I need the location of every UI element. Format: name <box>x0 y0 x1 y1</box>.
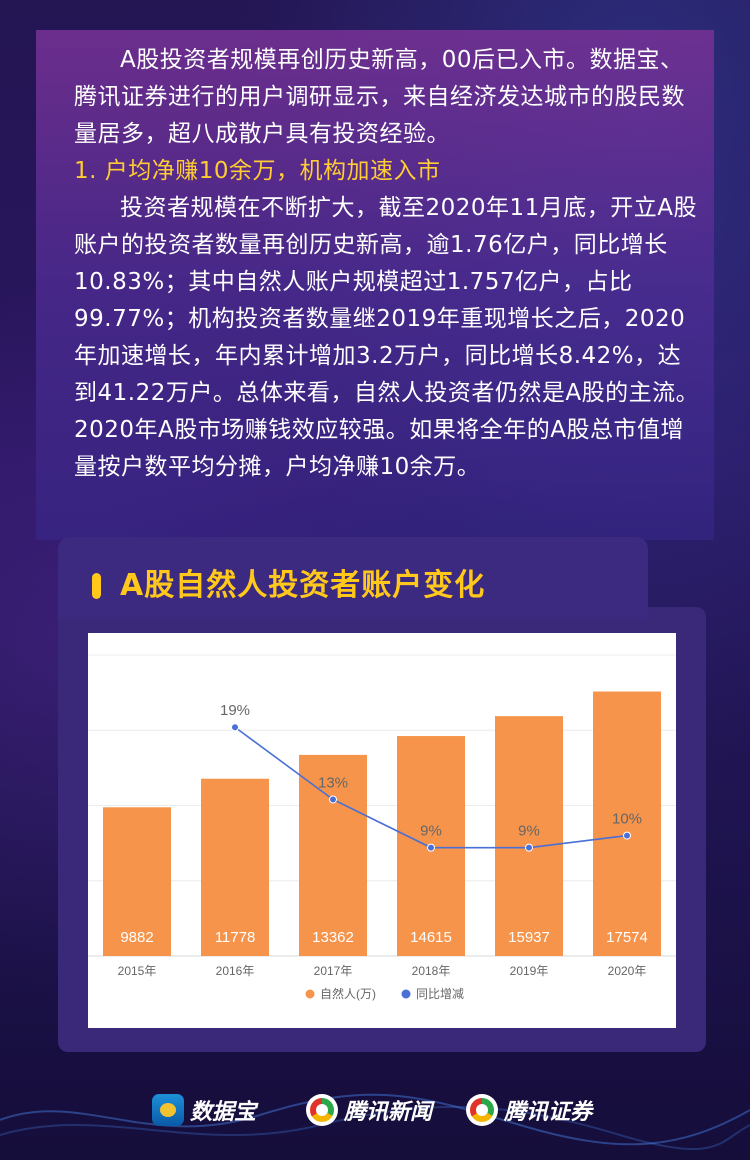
bar <box>593 691 661 956</box>
growth-point <box>427 843 435 852</box>
chart-svg: 9882 11778 13362 14615 15937 17574 2015年 2016年 2… <box>88 654 676 1001</box>
shujubao-logo-icon <box>152 1094 184 1126</box>
footer-wave <box>0 1093 750 1150</box>
brand-tencent-news: 腾讯新闻 <box>306 1090 432 1130</box>
bar <box>103 807 171 956</box>
growth-point <box>231 723 239 732</box>
bar <box>495 716 563 956</box>
brand-label-tencent-news: 腾讯新闻 <box>344 1100 433 1125</box>
x-tick-label: 2015年 <box>118 964 157 978</box>
brand-label-shujubao: 数据宝 <box>190 1100 257 1125</box>
bar-value-label: 14615 <box>410 929 452 946</box>
x-tick-label: 2019年 <box>510 964 549 978</box>
bar-value-label: 13362 <box>312 929 354 946</box>
bar-value-label: 17574 <box>606 929 648 946</box>
growth-point <box>525 843 533 852</box>
title-accent-bar <box>92 573 101 599</box>
chart-card-tab <box>58 537 648 619</box>
legend-label: 同比增减 <box>416 987 464 1001</box>
bar <box>201 778 269 956</box>
growth-point <box>623 831 631 840</box>
growth-value-label: 10% <box>612 811 642 828</box>
bar-value-label: 15937 <box>508 929 550 946</box>
intro-paragraph: A股投资者规模再创历史新高，00后已入市。数据宝、腾讯证券进行的用户调研显示，来… <box>74 47 685 147</box>
legend-label: 自然人(万) <box>320 986 376 1001</box>
brand-label-tencent-securities: 腾讯证券 <box>504 1100 593 1125</box>
article-panel <box>36 30 714 540</box>
article-text: A股投资者规模再创历史新高，00后已入市。数据宝、腾讯证券进行的用户调研显示，来… <box>74 42 704 486</box>
growth-value-label: 13% <box>318 774 348 791</box>
x-tick-label: 2017年 <box>314 964 353 978</box>
legend-marker <box>401 989 411 999</box>
x-tick-label: 2018年 <box>412 964 451 978</box>
x-tick-label: 2020年 <box>608 964 647 978</box>
tencent-securities-logo-icon <box>466 1094 498 1126</box>
growth-value-label: 19% <box>220 702 250 719</box>
brand-shujubao: 数据宝 <box>152 1090 256 1130</box>
x-tick-label: 2016年 <box>216 964 255 978</box>
bar-value-label: 9882 <box>120 929 153 946</box>
chart-container: 9882 11778 13362 14615 15937 17574 2015年 2016年 2… <box>88 633 676 1028</box>
bar <box>299 754 367 956</box>
legend-marker <box>305 989 315 999</box>
section-heading: 1. 户均净赚10余万，机构加速入市 <box>74 158 441 184</box>
growth-value-label: 9% <box>518 823 540 840</box>
brand-tencent-securities: 腾讯证券 <box>466 1090 592 1130</box>
bar-value-label: 11778 <box>215 929 256 946</box>
chart-title: A股自然人投资者账户变化 <box>120 568 486 603</box>
footer <box>0 1080 750 1160</box>
growth-value-label: 9% <box>420 823 442 840</box>
section-body: 投资者规模在不断扩大，截至2020年11月底，开立A股账户的投资者数量再创历史新… <box>74 195 700 480</box>
tencent-news-logo-icon <box>306 1094 338 1126</box>
growth-point <box>329 795 337 804</box>
